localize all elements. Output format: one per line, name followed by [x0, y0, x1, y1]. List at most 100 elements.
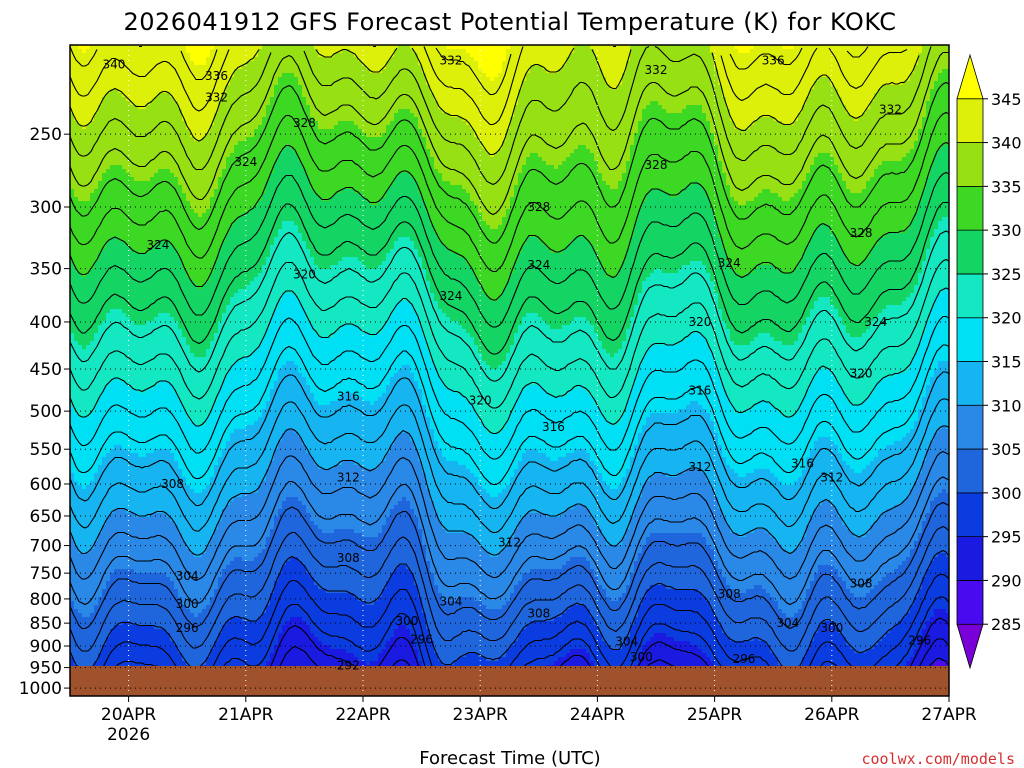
- field-cell: [190, 461, 195, 466]
- field-cell: [114, 417, 119, 422]
- field-cell: [122, 593, 127, 598]
- field-cell: [102, 497, 107, 502]
- field-cell: [118, 605, 123, 610]
- field-cell: [158, 113, 163, 118]
- field-cell: [98, 317, 103, 322]
- field-cell: [154, 337, 159, 342]
- field-cell: [82, 93, 87, 98]
- field-cell: [126, 61, 131, 66]
- field-cell: [70, 97, 75, 102]
- field-cell: [166, 637, 171, 642]
- field-cell: [74, 193, 79, 198]
- field-cell: [142, 245, 147, 250]
- field-cell: [74, 345, 79, 350]
- field-cell: [106, 97, 111, 102]
- field-cell: [134, 301, 139, 306]
- field-cell: [106, 581, 111, 586]
- field-cell: [106, 373, 111, 378]
- field-cell: [186, 649, 191, 654]
- field-cell: [78, 497, 83, 502]
- field-cell: [154, 109, 159, 114]
- field-cell: [146, 561, 151, 566]
- field-cell: [86, 477, 91, 482]
- field-cell: [114, 341, 119, 346]
- field-cell: [186, 145, 191, 150]
- field-cell: [102, 349, 107, 354]
- field-cell: [118, 77, 123, 82]
- field-cell: [142, 509, 147, 514]
- field-cell: [110, 297, 115, 302]
- field-cell: [186, 57, 191, 62]
- field-cell: [166, 165, 171, 170]
- field-cell: [70, 253, 75, 258]
- field-cell: [78, 401, 83, 406]
- field-cell: [110, 337, 115, 342]
- field-cell: [190, 421, 195, 426]
- field-cell: [182, 97, 187, 102]
- field-cell: [90, 481, 95, 486]
- field-cell: [98, 505, 103, 510]
- field-cell: [102, 57, 107, 62]
- field-cell: [94, 397, 99, 402]
- field-cell: [90, 77, 95, 82]
- field-cell: [78, 73, 83, 78]
- field-cell: [90, 541, 95, 546]
- field-cell: [162, 529, 167, 534]
- field-cell: [190, 197, 195, 202]
- field-cell: [150, 617, 155, 622]
- field-cell: [114, 153, 119, 158]
- field-cell: [158, 377, 163, 382]
- field-cell: [182, 297, 187, 302]
- field-cell: [146, 261, 151, 266]
- field-cell: [142, 217, 147, 222]
- field-cell: [78, 169, 83, 174]
- field-cell: [118, 525, 123, 530]
- field-cell: [182, 397, 187, 402]
- field-cell: [70, 617, 75, 622]
- field-cell: [182, 77, 187, 82]
- field-cell: [94, 97, 99, 102]
- field-cell: [182, 317, 187, 322]
- field-cell: [150, 337, 155, 342]
- field-cell: [190, 405, 195, 410]
- field-cell: [142, 537, 147, 542]
- field-cell: [106, 513, 111, 518]
- field-cell: [130, 281, 135, 286]
- field-cell: [90, 505, 95, 510]
- field-cell: [134, 381, 139, 386]
- field-cell: [86, 561, 91, 566]
- field-cell: [162, 613, 167, 618]
- field-cell: [114, 461, 119, 466]
- field-cell: [70, 453, 75, 458]
- field-cell: [166, 57, 171, 62]
- field-cell: [182, 273, 187, 278]
- field-cell: [106, 617, 111, 622]
- field-cell: [98, 121, 103, 126]
- field-cell: [186, 421, 191, 426]
- field-cell: [146, 597, 151, 602]
- field-cell: [118, 501, 123, 506]
- field-cell: [186, 293, 191, 298]
- field-cell: [94, 425, 99, 430]
- field-cell: [122, 61, 127, 66]
- field-cell: [142, 321, 147, 326]
- field-cell: [110, 617, 115, 622]
- field-cell: [150, 457, 155, 462]
- field-cell: [150, 405, 155, 410]
- field-cell: [82, 561, 87, 566]
- field-cell: [78, 49, 83, 54]
- field-cell: [178, 209, 183, 214]
- field-cell: [70, 309, 75, 314]
- field-cell: [94, 317, 99, 322]
- field-cell: [74, 597, 79, 602]
- field-cell: [126, 497, 131, 502]
- field-cell: [178, 517, 183, 522]
- field-cell: [106, 613, 111, 618]
- field-cell: [166, 533, 171, 538]
- field-cell: [162, 509, 167, 514]
- field-cell: [94, 225, 99, 230]
- field-cell: [126, 101, 131, 106]
- field-cell: [174, 453, 179, 458]
- field-cell: [150, 381, 155, 386]
- field-cell: [142, 305, 147, 310]
